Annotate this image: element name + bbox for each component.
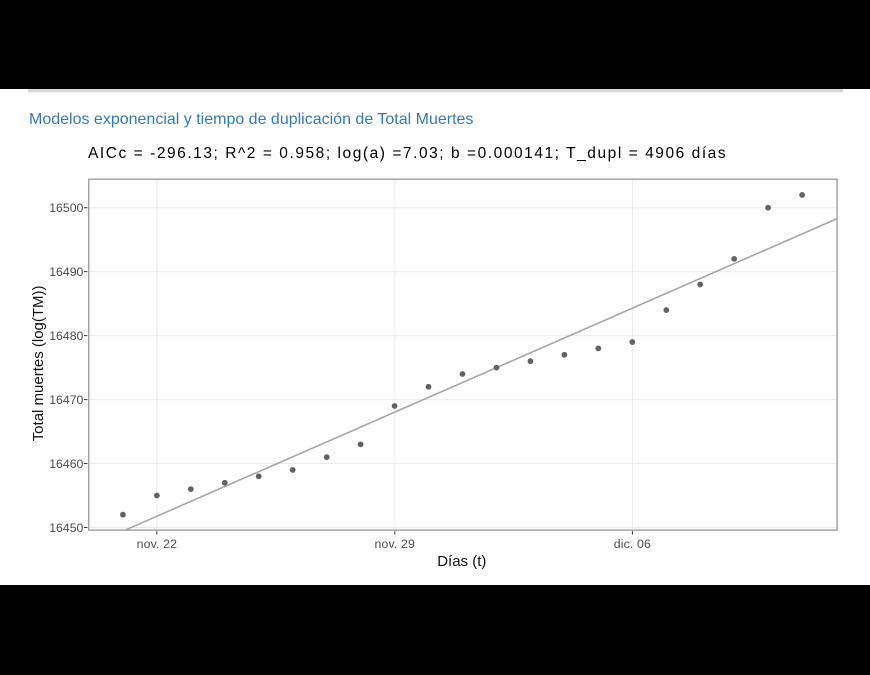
svg-text:dic. 06: dic. 06 bbox=[614, 537, 651, 551]
svg-text:nov. 22: nov. 22 bbox=[137, 537, 177, 551]
svg-text:16450: 16450 bbox=[49, 521, 83, 535]
svg-text:16460: 16460 bbox=[49, 457, 83, 471]
svg-text:nov. 29: nov. 29 bbox=[375, 537, 415, 551]
svg-text:16480: 16480 bbox=[49, 329, 83, 343]
svg-text:16470: 16470 bbox=[49, 393, 83, 407]
svg-text:Días (t): Días (t) bbox=[437, 553, 486, 570]
svg-text:Total muertes (log(TM)): Total muertes (log(TM)) bbox=[30, 285, 47, 441]
svg-text:16500: 16500 bbox=[49, 201, 83, 215]
svg-text:16490: 16490 bbox=[49, 265, 83, 279]
